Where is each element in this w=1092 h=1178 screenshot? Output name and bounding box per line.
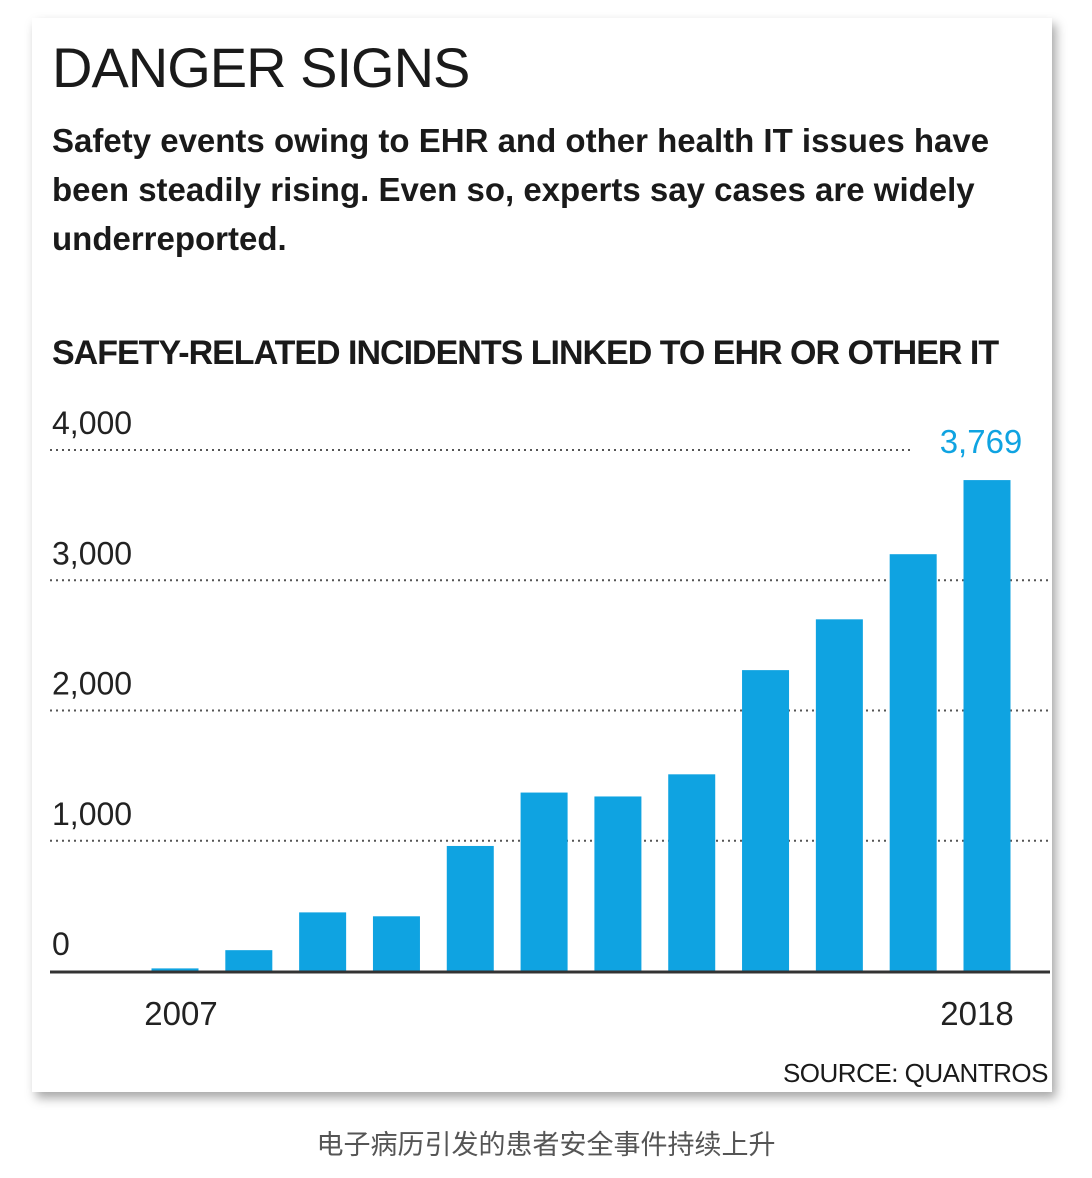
bar-chart: 0 1,000 2,000 3,000 4,000 2007 2018 3,769 bbox=[50, 405, 1050, 1032]
bar bbox=[815, 619, 863, 971]
bar bbox=[963, 480, 1011, 971]
y-tick-label: 1,000 bbox=[52, 796, 132, 832]
bar bbox=[742, 670, 790, 971]
chart-subtitle: Safety events owing to EHR and other hea… bbox=[52, 122, 990, 257]
chart-title: SAFETY-RELATED INCIDENTS LINKED TO EHR O… bbox=[52, 334, 999, 372]
bar bbox=[594, 796, 642, 971]
x-tick-label: 2007 bbox=[144, 995, 217, 1032]
y-tick-label: 0 bbox=[52, 926, 70, 962]
data-label: 3,769 bbox=[940, 423, 1023, 460]
chart-heading: DANGER SIGNS bbox=[52, 36, 470, 99]
bar bbox=[225, 950, 273, 971]
bar bbox=[151, 968, 199, 971]
chart-card: DANGER SIGNS Safety events owing to EHR … bbox=[32, 18, 1052, 1092]
bar bbox=[299, 912, 347, 971]
y-tick-label: 4,000 bbox=[52, 405, 132, 441]
bar bbox=[889, 554, 937, 971]
source-note: SOURCE: QUANTROS bbox=[782, 1058, 1049, 1088]
bar bbox=[520, 792, 568, 971]
bar bbox=[372, 916, 420, 971]
image-caption: 电子病历引发的患者安全事件持续上升 bbox=[316, 1130, 776, 1161]
x-tick-label: 2018 bbox=[940, 995, 1013, 1032]
y-tick-label: 2,000 bbox=[52, 666, 132, 702]
y-tick-label: 3,000 bbox=[52, 535, 132, 571]
bar bbox=[668, 774, 716, 971]
bar bbox=[446, 845, 494, 971]
